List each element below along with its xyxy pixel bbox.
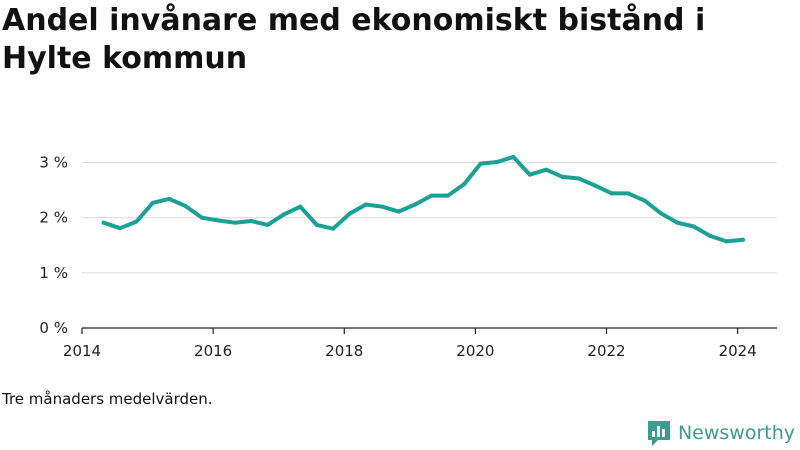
data-point: [298, 204, 303, 209]
x-tick-label: 2022: [587, 342, 625, 360]
data-point: [134, 219, 139, 224]
brand-name: Newsworthy: [677, 422, 795, 444]
data-point: [150, 200, 155, 205]
data-point: [380, 204, 385, 209]
x-tick-label: 2024: [719, 342, 757, 360]
data-point: [478, 161, 483, 166]
data-point: [495, 159, 500, 164]
data-point: [413, 202, 418, 207]
data-point: [691, 224, 696, 229]
data-point: [724, 239, 729, 244]
data-point: [576, 176, 581, 181]
data-point: [593, 183, 598, 188]
data-point: [216, 218, 221, 223]
x-tick-label: 2018: [325, 342, 363, 360]
data-point: [331, 226, 336, 231]
brand-logo: Newsworthy: [646, 418, 795, 448]
data-point: [265, 222, 270, 227]
data-point: [675, 220, 680, 225]
data-point: [167, 196, 172, 201]
data-point: [445, 193, 450, 198]
y-axis-ticks: 0 % 1 % 2 % 3 %: [39, 154, 68, 337]
chart-caption: Tre månaders medelvärden.: [2, 390, 213, 408]
grid-lines: [82, 162, 777, 274]
data-point: [249, 219, 254, 224]
data-point: [740, 237, 745, 242]
y-tick-label: 3 %: [39, 154, 68, 172]
data-point: [183, 204, 188, 209]
data-point: [462, 182, 467, 187]
data-point: [626, 191, 631, 196]
x-axis-ticks: 2014 2016 2018 2020 2022 2024: [63, 328, 757, 360]
data-point: [609, 191, 614, 196]
data-point: [396, 209, 401, 214]
x-tick-label: 2016: [194, 342, 232, 360]
data-point: [429, 193, 434, 198]
data-point: [281, 212, 286, 217]
data-point: [560, 174, 565, 179]
data-point: [347, 211, 352, 216]
data-point: [118, 226, 123, 231]
data-point: [544, 167, 549, 172]
data-point: [363, 202, 368, 207]
data-point: [658, 211, 663, 216]
series-line: [101, 155, 745, 244]
y-tick-label: 1 %: [39, 264, 68, 282]
x-tick-label: 2020: [456, 342, 494, 360]
series-layer: [101, 155, 745, 244]
y-tick-label: 2 %: [39, 209, 68, 227]
data-point: [511, 155, 516, 160]
data-point: [314, 222, 319, 227]
data-point: [527, 172, 532, 177]
x-tick-label: 2014: [63, 342, 101, 360]
data-point: [199, 215, 204, 220]
data-point: [232, 220, 237, 225]
data-point: [642, 198, 647, 203]
bar-chart-logo-icon: [646, 419, 672, 447]
y-tick-label: 0 %: [39, 319, 68, 337]
data-point: [101, 220, 106, 225]
data-point: [708, 233, 713, 238]
chart-title: Andel invånare med ekonomiskt bistånd i …: [2, 3, 706, 76]
